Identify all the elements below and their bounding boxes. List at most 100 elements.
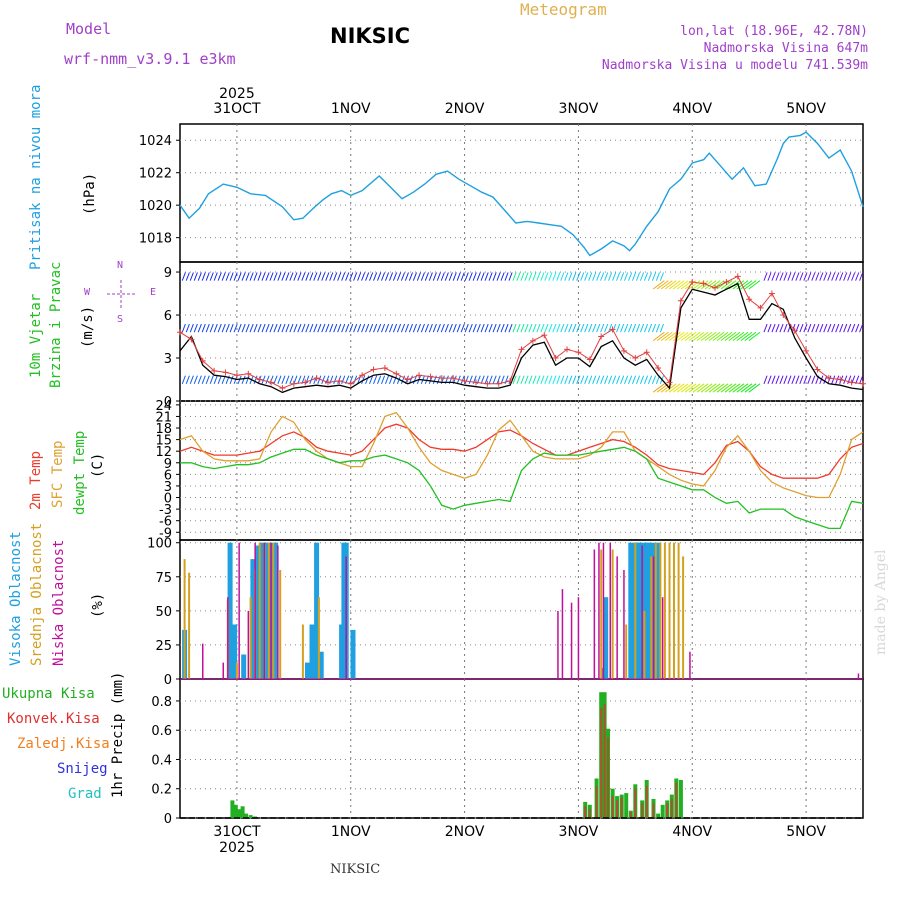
wind-barb <box>201 272 206 281</box>
low-cloud-bar <box>277 545 279 679</box>
wind-barb <box>791 375 796 384</box>
wind-barb <box>556 375 561 384</box>
high-cloud-bar <box>603 597 609 679</box>
wind-barb <box>197 375 202 384</box>
conv-rain-bar <box>675 782 678 818</box>
wind-barb <box>564 272 569 281</box>
wind-barb <box>277 272 282 281</box>
pressure-title-label: Pritisak na nivou mora <box>28 84 44 270</box>
wind-barb <box>404 323 409 333</box>
wind-gust-marker <box>700 280 707 287</box>
wind-barb <box>783 375 788 384</box>
high-cloud-bar <box>254 545 260 679</box>
wind-barb <box>556 323 561 333</box>
conv-rain-bar <box>588 809 591 818</box>
y-tick-label: -9 <box>159 526 172 541</box>
wind-barb <box>385 323 390 333</box>
total-rain-bar <box>660 804 665 818</box>
wind-gust-marker <box>177 329 183 336</box>
mid-cloud-bar <box>258 542 261 679</box>
low-cloud-bar <box>609 542 611 679</box>
wind-barb <box>512 272 517 281</box>
y-tick-label: 0.6 <box>151 724 172 739</box>
wind-barb <box>448 323 453 333</box>
wind-barb <box>373 323 378 333</box>
wind-barb <box>596 272 601 281</box>
wind-barb <box>548 272 553 281</box>
top-day-label: 4NOV <box>672 101 712 117</box>
wind-barb <box>604 323 609 333</box>
wind-gust-marker <box>370 366 377 373</box>
wind-barb <box>636 323 641 333</box>
wind-gust-marker <box>746 296 753 303</box>
y-tick-label: 3 <box>164 352 172 367</box>
wind-barb <box>855 272 860 281</box>
wind-barb <box>452 272 457 281</box>
temp2m-label: 2m Temp <box>28 450 44 510</box>
wind-gust-marker <box>518 346 525 353</box>
wind-barb <box>412 272 417 281</box>
wind-barb <box>385 272 390 281</box>
wind-barb <box>688 280 701 290</box>
legend-hail: Grad <box>68 786 102 802</box>
bottom-day-label: 2NOV <box>445 824 485 840</box>
wind-barb <box>628 272 633 281</box>
wind-gust-marker <box>575 349 582 356</box>
mid-cloud-bar <box>663 542 666 679</box>
wind-gust-marker <box>461 377 468 384</box>
wind-barb <box>684 331 697 342</box>
wind-gust-marker <box>450 375 457 382</box>
wind-barb <box>656 331 669 342</box>
wind-gust-marker <box>598 333 605 340</box>
wind-barb <box>257 272 262 281</box>
wind-barb <box>716 331 729 342</box>
wind-barb <box>524 375 529 384</box>
wind-barb <box>201 375 206 384</box>
y-tick-label: 0.4 <box>151 753 172 768</box>
bottom-day-label: 31OCT <box>213 824 261 840</box>
wind-barb <box>377 375 382 384</box>
wind-barb <box>313 272 318 281</box>
wind-gust-marker <box>655 365 662 372</box>
mid-cloud-bar <box>682 556 685 679</box>
wind-barb <box>540 272 545 281</box>
wind-barb <box>608 272 613 281</box>
wind-barb <box>337 272 342 281</box>
wind-gust-marker <box>495 380 502 387</box>
wind-barb <box>568 272 573 281</box>
wind-barb <box>484 323 489 333</box>
wind-barb <box>732 331 745 342</box>
wind-barb <box>241 323 246 333</box>
wind-barb <box>237 272 242 281</box>
wind-barb <box>388 323 394 333</box>
wind-barb <box>835 323 840 333</box>
wind-barb <box>197 272 202 281</box>
wind-gust-marker <box>757 304 764 311</box>
wind-barb <box>843 375 848 384</box>
panel-frame <box>179 123 864 263</box>
wind-barb <box>233 323 238 333</box>
wind-gust-marker <box>791 327 798 334</box>
model-name: wrf-nmm_v3.9.1 e3km <box>64 50 236 68</box>
y-tick-label: 25 <box>155 639 172 654</box>
high-cloud-bar <box>241 654 247 679</box>
total-rain-bar <box>237 809 242 818</box>
top-day-label: 2NOV <box>445 101 485 117</box>
wind-barb <box>536 323 541 333</box>
conv-rain-bar <box>600 708 603 818</box>
wind-barb <box>492 272 497 281</box>
wind-barb <box>660 280 673 290</box>
wind-barb <box>408 323 413 333</box>
wind-barb <box>369 272 374 281</box>
wind-barb <box>520 272 525 281</box>
wind-barb <box>807 272 812 281</box>
high-cloud-bar <box>314 542 320 679</box>
wind-barb <box>321 323 326 333</box>
wind-gust-marker <box>666 379 673 386</box>
wind-barb <box>624 375 629 384</box>
wind-barb <box>381 375 386 384</box>
wind-barb <box>779 323 784 333</box>
y-tick-label: 9 <box>164 457 172 472</box>
wind-barb <box>524 272 529 281</box>
wind-barb <box>652 383 665 393</box>
